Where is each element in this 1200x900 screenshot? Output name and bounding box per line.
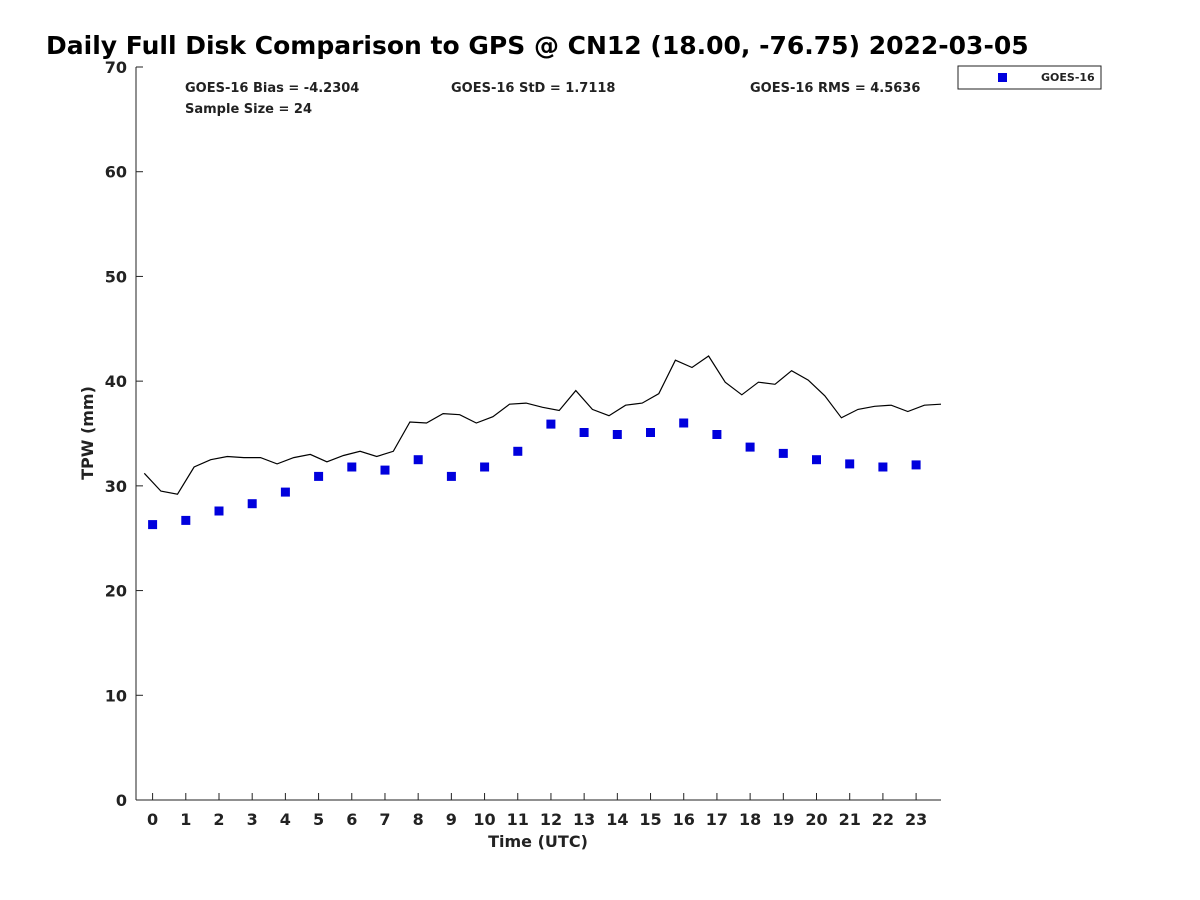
goes16-point — [546, 419, 556, 429]
goes16-point — [214, 506, 224, 516]
x-tick-label: 21 — [839, 810, 861, 829]
y-tick-label: 0 — [116, 791, 127, 810]
x-tick-label: 0 — [147, 810, 158, 829]
goes16-point — [181, 515, 191, 525]
goes16-point — [712, 430, 722, 439]
x-tick-label: 19 — [772, 810, 794, 829]
goes16-point — [446, 471, 456, 481]
legend-marker-goes16 — [998, 73, 1007, 82]
x-tick-label: 16 — [673, 810, 695, 829]
x-tick-label: 22 — [872, 810, 894, 829]
legend: GOES-16 — [957, 65, 1102, 90]
legend-box — [957, 65, 1102, 90]
y-tick-label: 10 — [105, 686, 127, 705]
x-tick-label: 15 — [639, 810, 661, 829]
goes16-point — [579, 428, 589, 437]
x-tick-label: 23 — [905, 810, 927, 829]
goes16-point — [911, 460, 921, 470]
goes16-point — [646, 428, 655, 437]
x-tick-label: 17 — [706, 810, 728, 829]
y-tick-label: 50 — [105, 267, 127, 286]
goes16-point — [413, 455, 423, 465]
x-tick-label: 12 — [540, 810, 562, 829]
x-tick-label: 4 — [280, 810, 291, 829]
x-tick-label: 3 — [247, 810, 258, 829]
y-axis-label: TPW (mm) — [78, 386, 97, 480]
goes16-point — [347, 462, 357, 472]
goes16-point — [314, 471, 324, 481]
goes16-point — [280, 487, 290, 497]
y-ticks: 0 10 20 30 40 50 60 70 — [105, 58, 143, 810]
plot-area — [136, 67, 941, 800]
x-tick-label: 5 — [313, 810, 324, 829]
y-tick-label: 20 — [105, 582, 127, 601]
x-ticks: 0 1 2 3 4 5 6 7 8 9 10 11 12 13 14 15 16 17 18 19 20 21 22 23 — [147, 793, 927, 829]
goes16-point — [513, 446, 523, 456]
stat-std: GOES-16 StD = 1.7118 — [451, 81, 615, 96]
y-tick-label: 40 — [105, 372, 127, 391]
stat-rms: GOES-16 RMS = 4.5636 — [750, 81, 920, 96]
goes16-point — [612, 430, 622, 439]
x-tick-label: 10 — [473, 810, 495, 829]
x-tick-label: 13 — [573, 810, 595, 829]
y-tick-label: 30 — [105, 477, 127, 496]
stat-sample-size: Sample Size = 24 — [185, 102, 312, 117]
goes16-point — [679, 418, 689, 428]
x-tick-label: 18 — [739, 810, 761, 829]
x-tick-label: 11 — [507, 810, 529, 829]
x-tick-label: 20 — [805, 810, 827, 829]
x-tick-label: 7 — [379, 810, 390, 829]
x-tick-label: 2 — [213, 810, 224, 829]
goes16-point — [480, 462, 490, 472]
x-tick-label: 6 — [346, 810, 357, 829]
goes16-point — [845, 459, 855, 469]
chart-title: Daily Full Disk Comparison to GPS @ CN12… — [46, 31, 1029, 60]
goes16-point — [247, 499, 257, 509]
x-axis-label: Time (UTC) — [488, 832, 588, 851]
stat-bias: GOES-16 Bias = -4.2304 — [185, 81, 359, 96]
y-tick-label: 60 — [105, 163, 127, 182]
series-line — [143, 355, 942, 495]
goes16-point — [878, 462, 888, 472]
goes16-point — [745, 442, 755, 452]
gps-line — [143, 355, 942, 495]
goes16-point — [812, 455, 821, 465]
goes16-point — [148, 520, 158, 530]
goes16-point — [778, 448, 788, 458]
x-tick-label: 9 — [446, 810, 457, 829]
x-tick-label: 1 — [180, 810, 191, 829]
x-tick-label: 14 — [606, 810, 628, 829]
legend-label-goes16: GOES-16 — [1041, 71, 1095, 84]
series-points — [148, 418, 921, 530]
x-tick-label: 8 — [413, 810, 424, 829]
goes16-point — [380, 465, 390, 475]
y-tick-label: 70 — [105, 58, 127, 77]
